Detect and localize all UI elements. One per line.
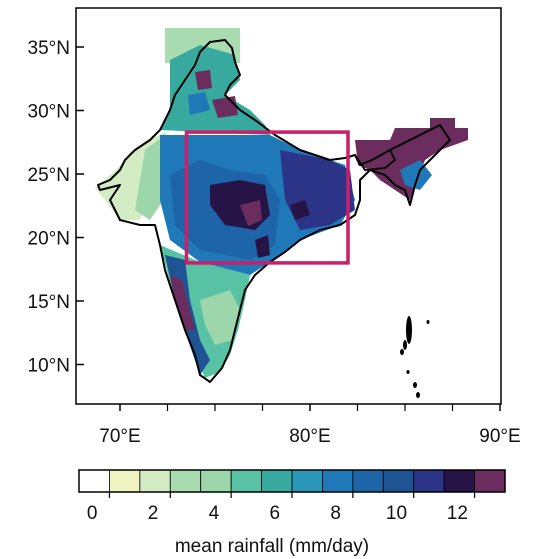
colorbar-bin xyxy=(169,469,202,493)
rainfall-field xyxy=(95,28,468,378)
colorbar-tick-label: 12 xyxy=(447,503,468,524)
rainfall-region xyxy=(200,290,240,345)
country-boundary xyxy=(97,39,451,383)
internal-boundary xyxy=(354,149,397,171)
y-tick-label: 10°N xyxy=(28,356,70,377)
colorbar-bin xyxy=(78,469,110,493)
colorbar-label: mean rainfall (mm/day) xyxy=(175,536,369,557)
y-tick-label: 20°N xyxy=(28,229,70,250)
rainfall-region xyxy=(290,200,310,220)
colorbar-bin xyxy=(413,469,445,493)
y-tick-label: 15°N xyxy=(28,292,70,313)
y-tick-label: 35°N xyxy=(28,38,70,59)
rainfall-region xyxy=(355,118,468,200)
colorbar-tick-label: 0 xyxy=(87,503,98,524)
rainfall-region xyxy=(170,275,195,330)
colorbar-bin xyxy=(382,469,415,493)
colorbar-bin xyxy=(291,469,323,493)
colorbar-bin xyxy=(352,469,384,493)
colorbar-tick-label: 6 xyxy=(269,503,280,524)
colorbar-bin xyxy=(474,469,506,493)
x-tick-label: 70°E xyxy=(99,426,140,447)
colorbar-bin xyxy=(139,469,171,493)
y-tick-label: 30°N xyxy=(28,102,70,123)
study-region-box xyxy=(184,130,350,265)
colorbar-bin xyxy=(443,469,475,493)
rainfall-region xyxy=(400,160,432,190)
y-tick-label: 25°N xyxy=(28,165,70,186)
rainfall-region xyxy=(240,200,262,226)
colorbar-bin xyxy=(322,469,354,493)
colorbar: 0 2 4 6 8 10 12 xyxy=(78,469,506,524)
x-tick-label: 90°E xyxy=(479,426,520,447)
colorbar-bin xyxy=(109,469,141,493)
colorbar-bin xyxy=(200,469,232,493)
colorbar-bin xyxy=(261,469,293,493)
rainfall-region xyxy=(255,235,270,258)
latitude-axis: 35°N 30°N 25°N 20°N 15°N 10°N xyxy=(28,38,84,377)
colorbar-tick-label: 4 xyxy=(209,503,220,524)
rainfall-region xyxy=(195,70,212,90)
colorbar-tick-label: 8 xyxy=(330,503,341,524)
colorbar-tick-label: 10 xyxy=(386,503,407,524)
colorbar-bin xyxy=(230,469,262,493)
longitude-axis: 70°E80°E90°E100°E xyxy=(99,404,521,447)
x-tick-label: 80°E xyxy=(289,426,330,447)
colorbar-tick-label: 2 xyxy=(148,503,159,524)
andaman-islands xyxy=(400,316,430,398)
rainfall-region xyxy=(188,92,210,115)
